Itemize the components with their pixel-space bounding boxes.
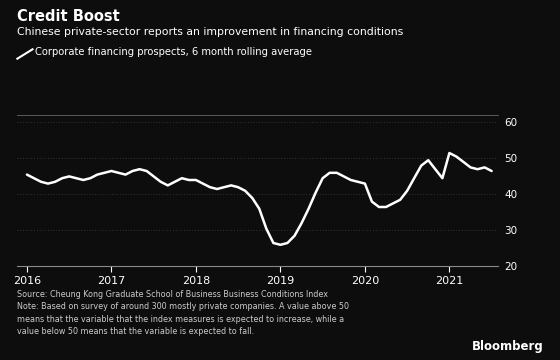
Text: Chinese private-sector reports an improvement in financing conditions: Chinese private-sector reports an improv… xyxy=(17,27,403,37)
Text: Corporate financing prospects, 6 month rolling average: Corporate financing prospects, 6 month r… xyxy=(35,47,312,57)
Text: Credit Boost: Credit Boost xyxy=(17,9,119,24)
Text: Bloomberg: Bloomberg xyxy=(472,340,543,353)
Text: Source: Cheung Kong Graduate School of Business Business Conditions Index
Note: : Source: Cheung Kong Graduate School of B… xyxy=(17,290,349,336)
